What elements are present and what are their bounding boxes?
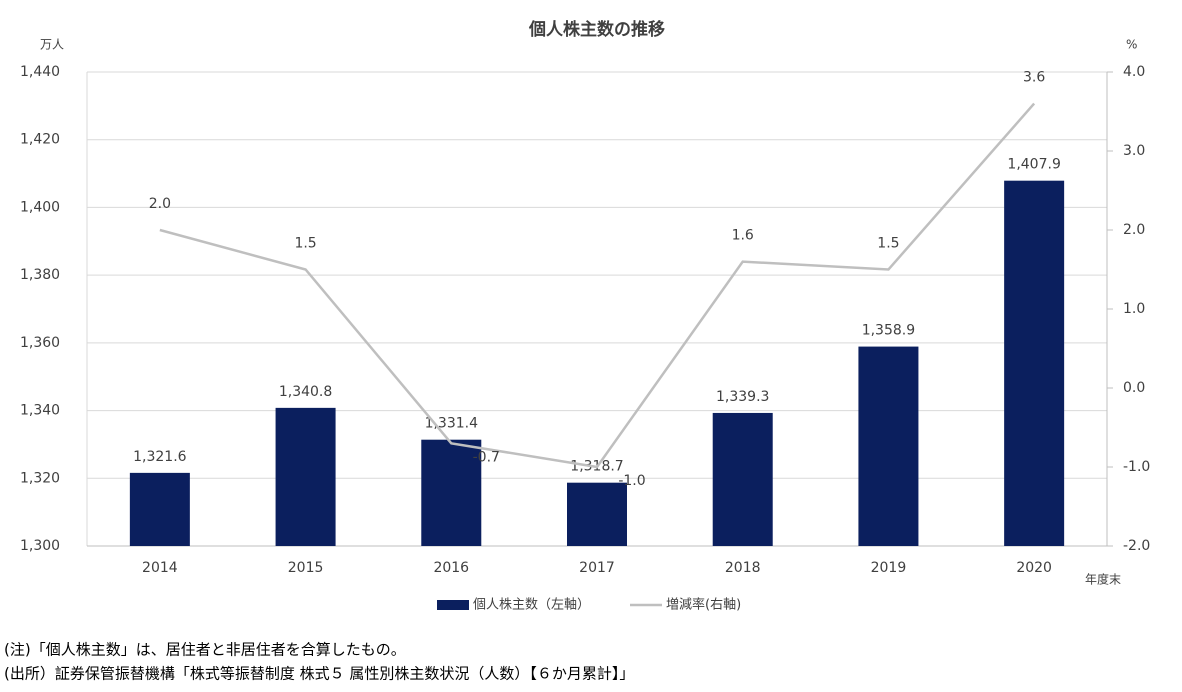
data-label: 1,358.9 bbox=[862, 323, 915, 339]
data-label: 1,331.4 bbox=[425, 416, 479, 432]
data-label: 1.5 bbox=[294, 236, 316, 252]
data-label: 1,339.3 bbox=[716, 389, 769, 405]
y2-tick-label: -2.0 bbox=[1123, 538, 1150, 554]
y2-tick-label: 3.0 bbox=[1123, 143, 1145, 159]
data-label: -0.7 bbox=[473, 449, 500, 465]
data-label: 3.6 bbox=[1023, 70, 1045, 86]
x-tick-label: 2015 bbox=[288, 560, 324, 576]
y-tick-label: 1,420 bbox=[20, 132, 60, 148]
y2-tick-label: -1.0 bbox=[1123, 459, 1150, 475]
data-label: 1,407.9 bbox=[1007, 157, 1060, 173]
x-axis-label: 年度末 bbox=[1085, 572, 1121, 587]
y2-axis-unit: % bbox=[1126, 38, 1137, 52]
x-tick-label: 2020 bbox=[1016, 560, 1052, 576]
legend-swatch bbox=[437, 600, 469, 610]
y2-tick-label: 1.0 bbox=[1123, 301, 1145, 317]
bar bbox=[858, 346, 919, 546]
y-tick-label: 1,400 bbox=[20, 199, 60, 215]
y-tick-label: 1,320 bbox=[20, 470, 60, 486]
data-label: 1.5 bbox=[877, 236, 899, 252]
bar bbox=[275, 407, 336, 546]
bar bbox=[567, 482, 627, 546]
y-tick-label: 1,360 bbox=[20, 335, 60, 351]
y2-tick-label: 4.0 bbox=[1123, 64, 1145, 80]
note: (注)「個人株主数」は、居住者と非居住者を合算したもの。 bbox=[4, 641, 406, 659]
note: (出所）証券保管振替機構「株式等振替制度 株式５ 属性別株主数状況（人数）【６か… bbox=[4, 665, 634, 683]
data-label: 1.6 bbox=[732, 228, 754, 244]
data-label: 2.0 bbox=[149, 196, 171, 212]
y-tick-label: 1,440 bbox=[20, 64, 60, 80]
data-label: 1,321.6 bbox=[133, 449, 187, 465]
x-tick-label: 2016 bbox=[433, 560, 469, 576]
x-tick-label: 2017 bbox=[579, 560, 615, 576]
x-tick-label: 2019 bbox=[871, 560, 907, 576]
bar bbox=[129, 472, 190, 546]
legend-label: 個人株主数（左軸） bbox=[473, 598, 590, 613]
y-tick-label: 1,300 bbox=[20, 538, 60, 554]
y-tick-label: 1,340 bbox=[20, 403, 60, 419]
chart-title: 個人株主数の推移 bbox=[528, 19, 665, 40]
y-axis-unit: 万人 bbox=[40, 38, 64, 52]
y2-tick-label: 2.0 bbox=[1123, 222, 1145, 238]
x-tick-label: 2014 bbox=[142, 560, 178, 576]
legend-label: 増減率(右軸) bbox=[666, 597, 741, 613]
data-label: -1.0 bbox=[618, 473, 645, 489]
bar bbox=[712, 412, 773, 546]
y-tick-label: 1,380 bbox=[20, 267, 60, 283]
bar bbox=[421, 439, 482, 546]
line bbox=[159, 102, 1036, 469]
data-label: 1,340.8 bbox=[279, 384, 332, 400]
x-tick-label: 2018 bbox=[725, 560, 761, 576]
bar bbox=[1004, 180, 1065, 546]
y2-tick-label: 0.0 bbox=[1123, 380, 1145, 396]
